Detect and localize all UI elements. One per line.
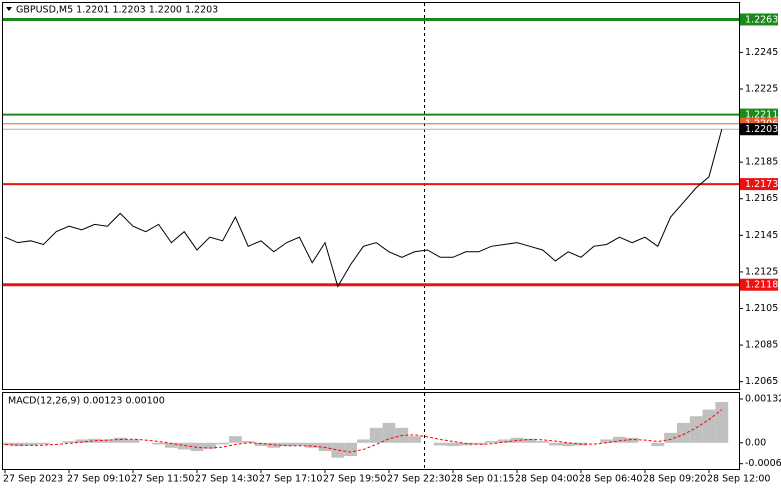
y-tick-label: 1.2245 bbox=[745, 47, 778, 58]
level-label-box bbox=[740, 108, 778, 121]
histogram-bar bbox=[549, 442, 562, 446]
level-label-box bbox=[740, 123, 778, 136]
histogram-bar bbox=[433, 442, 447, 446]
macd-title: MACD(12,26,9) 0.00123 0.00100 bbox=[8, 396, 165, 407]
x-tick-label: 27 Sep 19:50 bbox=[323, 474, 386, 485]
histogram-bar bbox=[88, 438, 101, 443]
x-tick-label: 27 Sep 17:10 bbox=[259, 474, 322, 485]
histogram-bar bbox=[11, 442, 25, 447]
histogram-bar bbox=[497, 439, 511, 443]
level-label: 1.2203 bbox=[745, 124, 778, 135]
histogram-bar bbox=[254, 442, 268, 447]
level-label-box bbox=[740, 178, 778, 191]
signal-line bbox=[4, 409, 723, 453]
histogram-bar bbox=[446, 442, 460, 447]
histogram-bar bbox=[177, 442, 191, 450]
level-label: 1.2173 bbox=[745, 179, 778, 190]
histogram-bar bbox=[561, 442, 575, 447]
histogram-bar bbox=[37, 442, 50, 445]
histogram-bar bbox=[305, 442, 319, 448]
histogram-bar bbox=[101, 439, 114, 443]
level-label: 1.2118 bbox=[745, 280, 778, 291]
y-tick-label: 1.2085 bbox=[745, 340, 778, 351]
x-tick-label: 27 Sep 2023 bbox=[3, 474, 63, 485]
histogram-bar bbox=[331, 442, 345, 458]
histogram-bar bbox=[664, 432, 677, 443]
y-tick-label: 0.00 bbox=[745, 437, 766, 448]
histogram-bar bbox=[152, 442, 165, 445]
level-label: 1.2263 bbox=[745, 14, 778, 25]
level-label-box bbox=[740, 13, 778, 26]
histogram-bar bbox=[165, 442, 178, 448]
histogram-bar bbox=[536, 441, 549, 443]
y-tick-label: 1.2225 bbox=[745, 83, 778, 94]
price-pane bbox=[2, 2, 740, 390]
histogram-bar bbox=[113, 437, 127, 443]
menu-arrow bbox=[6, 7, 12, 11]
level-label-box bbox=[740, 278, 778, 291]
histogram-bar bbox=[280, 442, 293, 447]
histogram-bar bbox=[651, 442, 665, 447]
y-tick-label: 1.2125 bbox=[745, 266, 778, 277]
histogram-bar bbox=[382, 422, 396, 443]
x-tick-label: 27 Sep 09:10 bbox=[67, 474, 130, 485]
histogram-bar bbox=[241, 441, 255, 443]
histogram-bar bbox=[293, 442, 306, 446]
histogram-bar bbox=[677, 422, 690, 443]
x-tick-label: 28 Sep 06:40 bbox=[579, 474, 642, 485]
histogram-bar bbox=[229, 436, 242, 443]
histogram-bar bbox=[600, 439, 613, 443]
level-label: 1.2211 bbox=[745, 110, 778, 121]
x-tick-label: 27 Sep 22:30 bbox=[387, 474, 450, 485]
histogram-bar bbox=[485, 441, 498, 443]
histogram-bar bbox=[62, 441, 76, 443]
y-tick-label: -0.00063 bbox=[745, 458, 781, 469]
x-tick-label: 28 Sep 01:15 bbox=[451, 474, 514, 485]
x-tick-label: 28 Sep 12:00 bbox=[707, 474, 770, 485]
histogram-bar bbox=[357, 439, 370, 443]
macd-pane bbox=[2, 392, 740, 470]
y-tick-label: 1.2165 bbox=[745, 193, 778, 204]
histogram-bar bbox=[625, 437, 639, 443]
x-tick-label: 28 Sep 04:00 bbox=[515, 474, 578, 485]
histogram-bar bbox=[75, 439, 89, 443]
y-tick-label: 0.00132 bbox=[745, 393, 781, 404]
histogram-bar bbox=[613, 436, 626, 443]
histogram-bar bbox=[459, 442, 473, 446]
x-tick-label: 27 Sep 11:50 bbox=[131, 474, 194, 485]
y-tick-label: 1.2145 bbox=[745, 230, 778, 241]
x-tick-label: 27 Sep 14:30 bbox=[195, 474, 258, 485]
histogram-bar bbox=[523, 438, 537, 443]
histogram-bar bbox=[203, 442, 217, 449]
histogram-bar bbox=[344, 442, 357, 457]
x-tick-label: 28 Sep 09:20 bbox=[643, 474, 706, 485]
histogram-bar bbox=[472, 442, 485, 445]
chart-title: GBPUSD,M5 1.2201 1.2203 1.2200 1.2203 bbox=[16, 5, 218, 16]
histogram-bar bbox=[126, 439, 140, 443]
histogram-bar bbox=[216, 442, 229, 445]
histogram-bar bbox=[408, 436, 421, 443]
y-tick-label: 1.2105 bbox=[745, 303, 778, 314]
histogram-bar bbox=[369, 427, 383, 443]
histogram-bar bbox=[715, 401, 729, 443]
price-line bbox=[4, 129, 723, 288]
histogram-bar bbox=[24, 442, 37, 446]
y-tick-label: 1.2185 bbox=[745, 157, 778, 168]
histogram-bar bbox=[702, 409, 716, 443]
y-tick-label: 1.2065 bbox=[745, 376, 778, 387]
histogram-bar bbox=[689, 416, 703, 443]
